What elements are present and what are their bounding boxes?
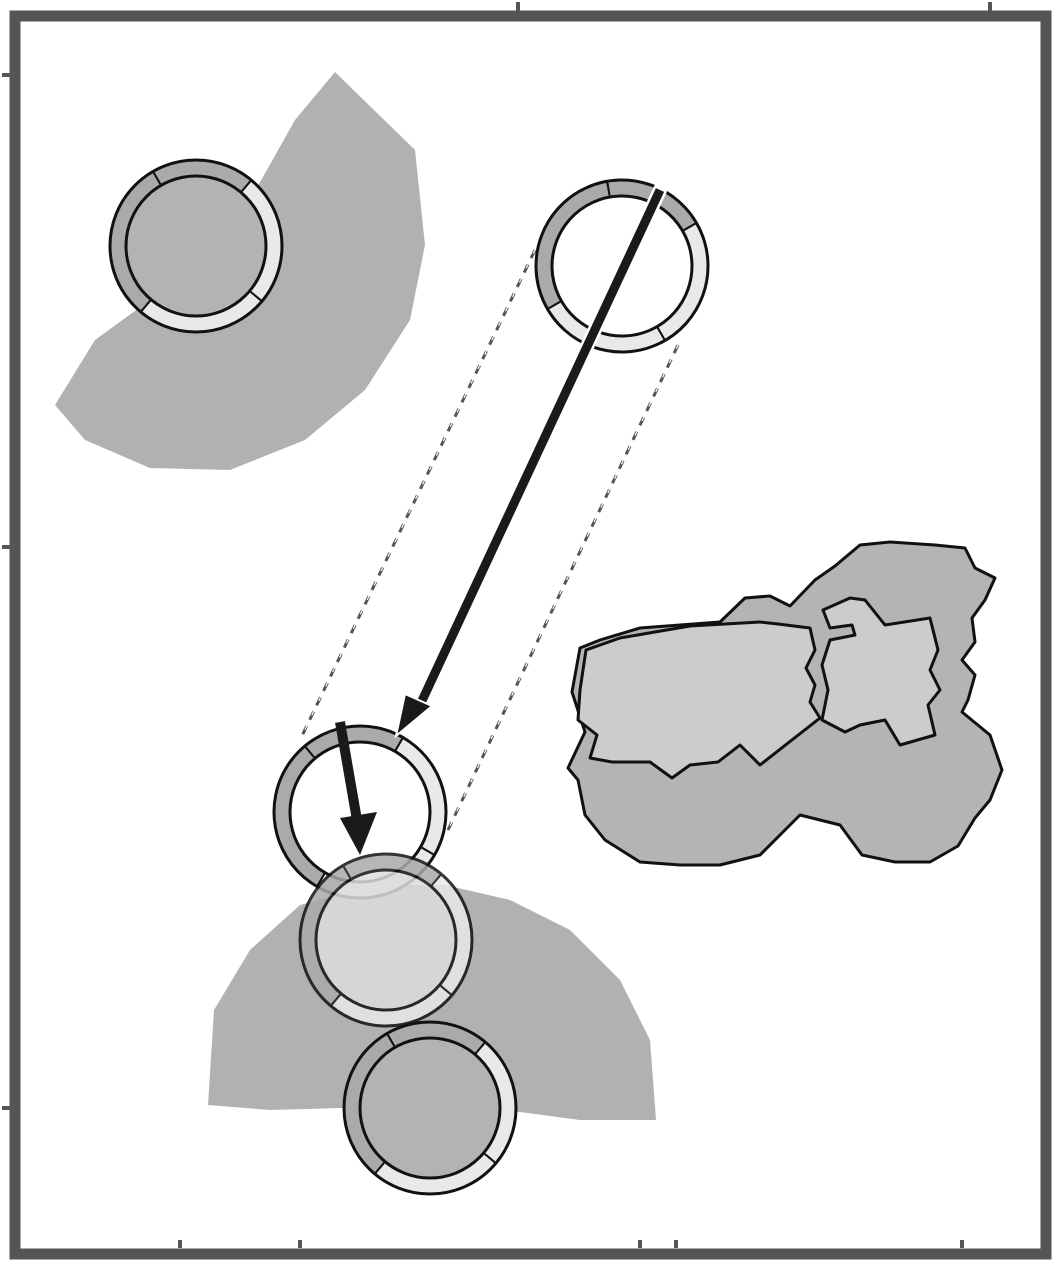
unit-layer bbox=[108, 158, 710, 1196]
move-arrow-long bbox=[394, 183, 667, 739]
unit-bottom-core bbox=[358, 1036, 502, 1180]
terrain-light-east bbox=[820, 596, 942, 747]
unit-top-left-core bbox=[124, 174, 268, 318]
unit-top-left-token[interactable] bbox=[108, 158, 284, 334]
terrain-cluster bbox=[566, 540, 1004, 867]
board-frame bbox=[9, 10, 1052, 1260]
move-arrow-short bbox=[335, 721, 377, 855]
unit-bottom-token[interactable] bbox=[342, 1020, 518, 1196]
unit-ghost-outline bbox=[298, 852, 474, 1028]
unit-top-left-outline bbox=[108, 158, 284, 334]
move-path-trail bbox=[298, 249, 680, 831]
terrain-light-west bbox=[576, 620, 822, 780]
unit-ghost-token[interactable] bbox=[298, 852, 474, 1028]
unit-ghost-core bbox=[314, 868, 458, 1012]
frame-ticks bbox=[2, 2, 992, 1248]
unit-bottom-outline bbox=[342, 1020, 518, 1196]
